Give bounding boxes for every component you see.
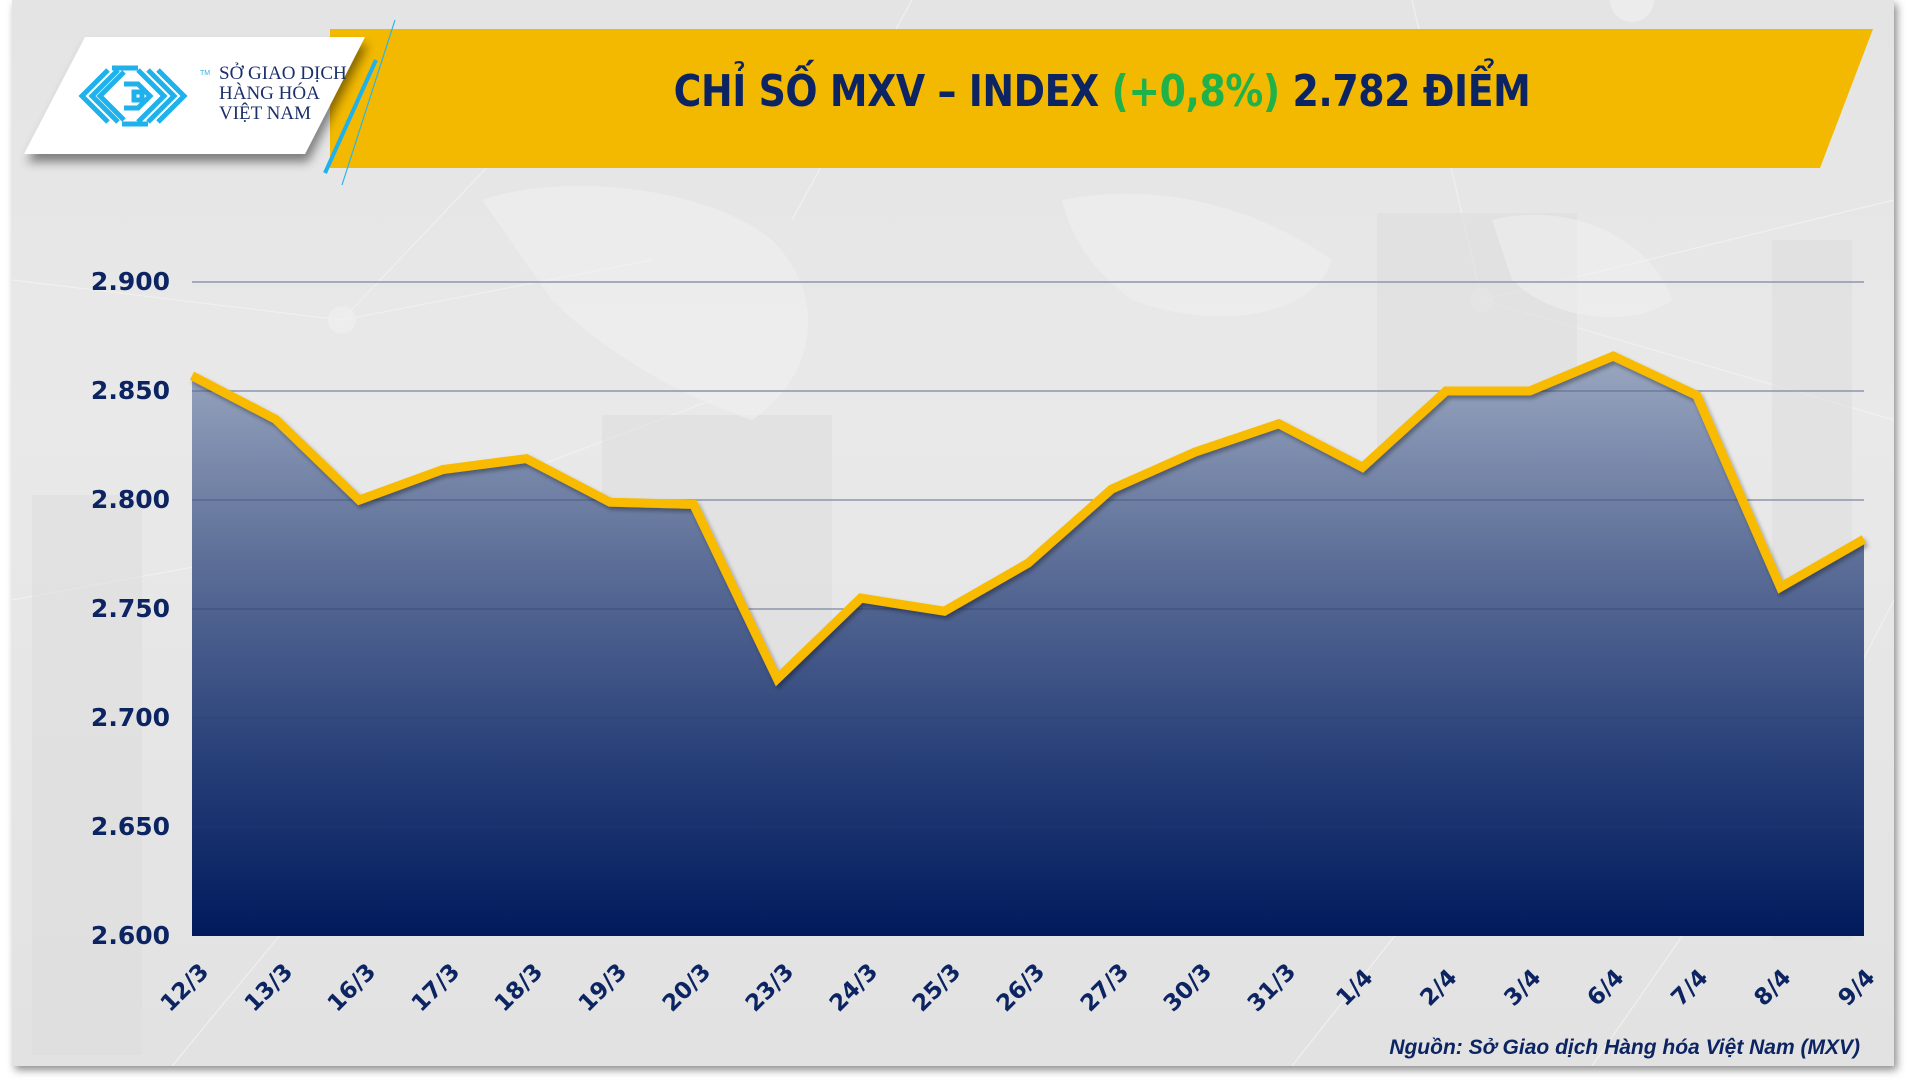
area-fill xyxy=(192,356,1864,937)
trademark-mark: TM xyxy=(200,70,211,77)
area-chart xyxy=(189,281,1867,937)
page-title: CHỈ SỐ MXV – INDEX (+0,8%) 2.782 ĐIỂM xyxy=(448,66,1755,117)
chart-card: TM SỞ GIAO DỊCH HÀNG HÓA VIỆT NAM CHỈ SỐ… xyxy=(12,0,1894,1066)
title-change-percent: (+0,8%) xyxy=(1111,66,1281,117)
title-banner-shape xyxy=(330,29,1873,168)
title-suffix: 2.782 ĐIỂM xyxy=(1279,66,1531,117)
index-line xyxy=(189,351,1867,687)
logo-line-1: SỞ GIAO DỊCH xyxy=(219,63,347,84)
mxv-logo-icon xyxy=(78,65,188,127)
header-banner xyxy=(24,19,1873,186)
y-tick-label: 2.650 xyxy=(90,812,170,841)
y-tick-label: 2.700 xyxy=(90,703,170,732)
logo-text: SỞ GIAO DỊCH HÀNG HÓA VIỆT NAM xyxy=(219,64,347,124)
source-note: Nguồn: Sở Giao dịch Hàng hóa Việt Nam (M… xyxy=(1389,1036,1860,1059)
y-tick-label: 2.600 xyxy=(90,921,170,950)
gridlines-over-area xyxy=(192,281,1864,828)
logo-line-2: HÀNG HÓA xyxy=(219,83,320,104)
y-tick-label: 2.750 xyxy=(90,594,170,623)
y-tick-label: 2.800 xyxy=(90,485,170,514)
logo-line-3: VIỆT NAM xyxy=(219,103,312,124)
y-tick-label: 2.850 xyxy=(90,376,170,405)
y-tick-label: 2.900 xyxy=(90,267,170,296)
title-prefix: CHỈ SỐ MXV – INDEX xyxy=(673,66,1112,117)
logo-card xyxy=(24,37,365,154)
